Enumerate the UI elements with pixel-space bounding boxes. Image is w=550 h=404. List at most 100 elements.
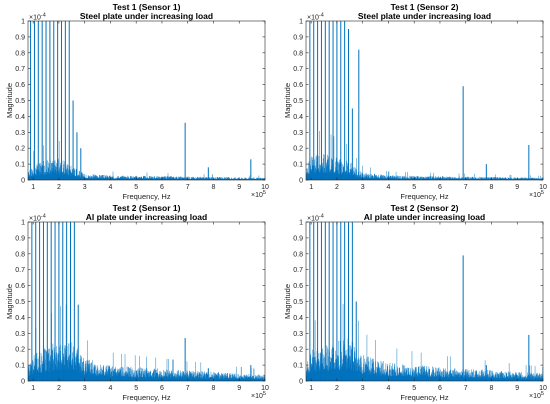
y-tick-label: 0.8: [15, 251, 25, 258]
y-tick-label: 0.6: [293, 82, 303, 89]
y-tick-label: 0.7: [15, 267, 25, 274]
x-tick-label: 4: [386, 184, 390, 191]
y-tick-label: 0.1: [293, 363, 303, 370]
plot-area: [28, 21, 265, 180]
y-tick-label: 0: [21, 379, 25, 386]
x-tick-label: 2: [57, 385, 61, 392]
y-tick-label: 0.1: [293, 162, 303, 169]
x-exponent-note: ×105: [251, 190, 266, 199]
y-tick-label: 0.2: [15, 146, 25, 153]
x-exponent-base: ×10: [529, 393, 541, 400]
x-tick-label: 9: [515, 385, 519, 392]
x-tick-label: 8: [212, 184, 216, 191]
x-tick-label: 3: [83, 385, 87, 392]
x-tick-label: 3: [83, 184, 87, 191]
y-tick-label: 0.7: [293, 66, 303, 73]
y-tick-label: 0.7: [293, 267, 303, 274]
y-tick-label: 0.3: [15, 331, 25, 338]
x-tick-label: 10: [261, 184, 269, 191]
plot-subtitle: Steel plate under increasing load: [358, 11, 491, 21]
x-tick-label: 5: [134, 184, 138, 191]
x-tick-label: 10: [539, 385, 547, 392]
plot-subtitle: Steel plate under increasing load: [80, 11, 213, 21]
x-axis-label: Frequency, Hz: [400, 393, 448, 402]
y-tick-label: 0: [299, 379, 303, 386]
x-exponent-power: 5: [541, 190, 544, 196]
y-exponent-power: -4: [319, 13, 324, 19]
x-exponent-base: ×10: [529, 192, 541, 199]
y-tick-label: 0.8: [15, 50, 25, 57]
y-tick-label: 0.1: [15, 162, 25, 169]
subplot-4: 1 2 3 4 5 6 7 8 9 10 0 0.1 0.2 0.3 0.4 0.5 0.6 0.7 0.8 0.9 1…: [283, 203, 547, 402]
x-tick-label: 4: [108, 385, 112, 392]
subplot-2: 1 2 3 4 5 6 7 8 9 10 0 0.1 0.2 0.3 0.4 0.5 0.6 0.7 0.8 0.9 1…: [283, 2, 547, 201]
x-tick-label: 9: [515, 184, 519, 191]
y-tick-label: 0.8: [293, 50, 303, 57]
x-tick-label: 10: [539, 184, 547, 191]
x-exponent-base: ×10: [251, 192, 263, 199]
plot-title: Test 2 (Sensor 1): [113, 203, 181, 213]
y-exponent-power: -4: [319, 214, 324, 220]
y-tick-label: 0: [299, 178, 303, 185]
x-axis-label: Frequency, Hz: [122, 192, 170, 201]
y-exponent-note: ×10-4: [29, 214, 46, 223]
x-tick-label: 9: [237, 184, 241, 191]
x-tick-label: 6: [438, 385, 442, 392]
y-tick-label: 0.9: [293, 34, 303, 41]
y-tick-label: 0.5: [293, 299, 303, 306]
y-tick-label: 0.6: [293, 283, 303, 290]
x-tick-label: 8: [212, 385, 216, 392]
y-exponent-power: -4: [41, 13, 46, 19]
y-tick-label: 0.9: [293, 235, 303, 242]
y-exponent-base: ×10: [29, 15, 41, 22]
x-tick-label: 2: [335, 184, 339, 191]
y-tick-label: 0.9: [15, 34, 25, 41]
y-axis-label: Magnitude: [5, 284, 14, 319]
y-tick-label: 0: [21, 178, 25, 185]
x-tick-label: 7: [186, 385, 190, 392]
plot-title: Test 2 (Sensor 2): [391, 203, 459, 213]
x-tick-label: 5: [412, 184, 416, 191]
y-exponent-base: ×10: [29, 216, 41, 223]
y-tick-label: 0.7: [15, 66, 25, 73]
x-tick-label: 8: [490, 184, 494, 191]
y-tick-label: 0.4: [293, 114, 303, 121]
y-tick-label: 0.3: [293, 130, 303, 137]
x-tick-label: 3: [361, 184, 365, 191]
x-tick-label: 5: [134, 385, 138, 392]
x-tick-label: 10: [261, 385, 269, 392]
x-exponent-power: 5: [263, 190, 266, 196]
y-axis-label: Magnitude: [283, 284, 292, 319]
x-exponent-power: 5: [263, 391, 266, 397]
y-tick-label: 0.3: [15, 130, 25, 137]
x-tick-label: 5: [412, 385, 416, 392]
y-tick-label: 0.4: [293, 315, 303, 322]
y-tick-label: 0.2: [293, 347, 303, 354]
noise-floor: [28, 304, 265, 381]
spectrum: [28, 21, 265, 180]
plot-area: [306, 21, 543, 180]
y-tick-label: 0.1: [15, 363, 25, 370]
x-tick-label: 2: [57, 184, 61, 191]
x-tick-label: 7: [186, 184, 190, 191]
x-tick-label: 1: [31, 184, 35, 191]
y-exponent-power: -4: [41, 214, 46, 220]
x-exponent-base: ×10: [251, 393, 263, 400]
x-tick-label: 4: [386, 385, 390, 392]
x-tick-label: 9: [237, 385, 241, 392]
y-tick-label: 0.4: [15, 114, 25, 121]
y-tick-label: 0.4: [15, 315, 25, 322]
x-tick-label: 4: [108, 184, 112, 191]
y-tick-label: 0.5: [293, 98, 303, 105]
x-tick-label: 6: [438, 184, 442, 191]
x-exponent-power: 5: [541, 391, 544, 397]
x-tick-label: 3: [361, 385, 365, 392]
x-exponent-note: ×105: [529, 190, 544, 199]
plot-subtitle: Al plate under increasing load: [86, 212, 207, 222]
plot-title: Test 1 (Sensor 2): [391, 2, 459, 12]
y-tick-label: 1: [299, 19, 303, 26]
x-axis-label: Frequency, Hz: [400, 192, 448, 201]
x-tick-label: 1: [309, 184, 313, 191]
